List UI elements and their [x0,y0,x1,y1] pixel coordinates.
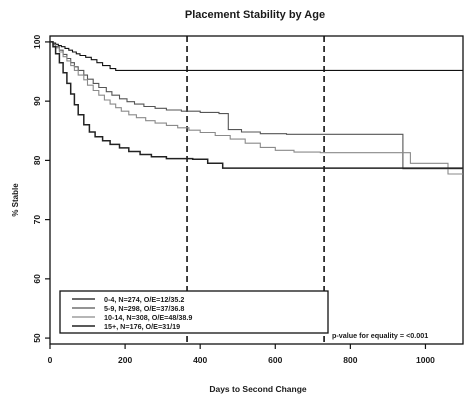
x-axis: 0 200 400 600 800 1000 [48,344,435,365]
series-lines [50,41,463,175]
y-tick-label: 50 [32,333,42,343]
legend-label: 5-9, N=298, O/E=37/36.8 [104,304,184,313]
legend-box [59,290,329,334]
legend-label: 10-14, N=308, O/E=48/38.9 [104,313,192,322]
legend: 0-4, N=274, O/E=12/35.25-9, N=298, O/E=3… [59,290,329,334]
y-axis: 50 60 70 80 90 100 [32,35,50,343]
y-tick-label: 60 [32,274,42,284]
p-value-annotation: p-value for equality = <0.001 [332,331,428,340]
legend-label: 15+, N=176, O/E=31/19 [104,322,180,331]
x-axis-label: Days to Second Change [209,384,307,394]
legend-label: 0-4, N=274, O/E=12/35.2 [104,295,184,304]
x-tick-label: 1000 [416,355,435,365]
y-tick-label: 90 [32,96,42,106]
y-axis-label: % Stable [11,183,20,217]
chart-title: Placement Stability by Age [185,9,325,21]
x-tick-label: 200 [118,355,132,365]
x-tick-label: 600 [268,355,282,365]
plot-frame [49,35,464,345]
series-line [50,41,463,170]
y-tick-label: 100 [32,35,42,49]
series-line [50,41,463,169]
reference-lines [186,36,325,344]
series-line [50,41,463,71]
x-tick-label: 400 [193,355,207,365]
y-tick-label: 80 [32,155,42,165]
x-tick-label: 0 [48,355,53,365]
series-line [50,41,463,175]
x-tick-label: 800 [343,355,357,365]
y-tick-label: 70 [32,215,42,225]
